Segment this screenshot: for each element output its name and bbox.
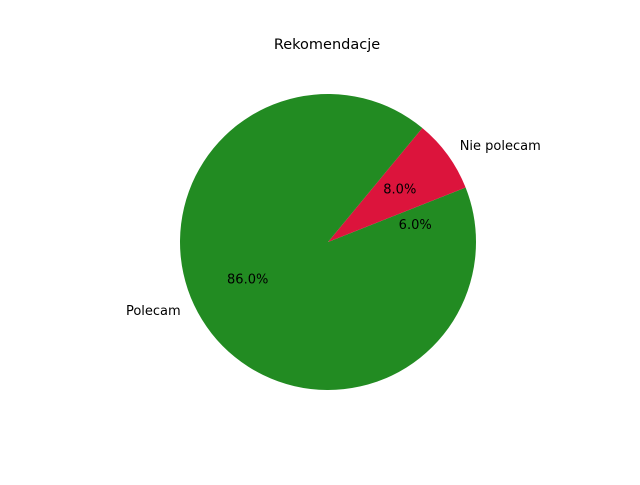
pie-slice bbox=[180, 93, 476, 390]
pie-slice-category-label: Nie polecam bbox=[460, 139, 541, 154]
pie-slices bbox=[180, 93, 476, 390]
chart-title: Rekomendacje bbox=[274, 37, 380, 53]
pie-slice-percent-label: 6.0% bbox=[399, 218, 432, 233]
pie-slice-percent-label: 8.0% bbox=[383, 182, 416, 197]
pie-slice-percent-label: 86.0% bbox=[227, 272, 268, 287]
pie-labels: 6.0% 8.0% Nie polecam 86.0% Polecam bbox=[126, 139, 541, 319]
pie-slice bbox=[328, 187, 476, 242]
pie-slice bbox=[328, 127, 466, 242]
pie-slice-category-label: Polecam bbox=[126, 304, 181, 319]
